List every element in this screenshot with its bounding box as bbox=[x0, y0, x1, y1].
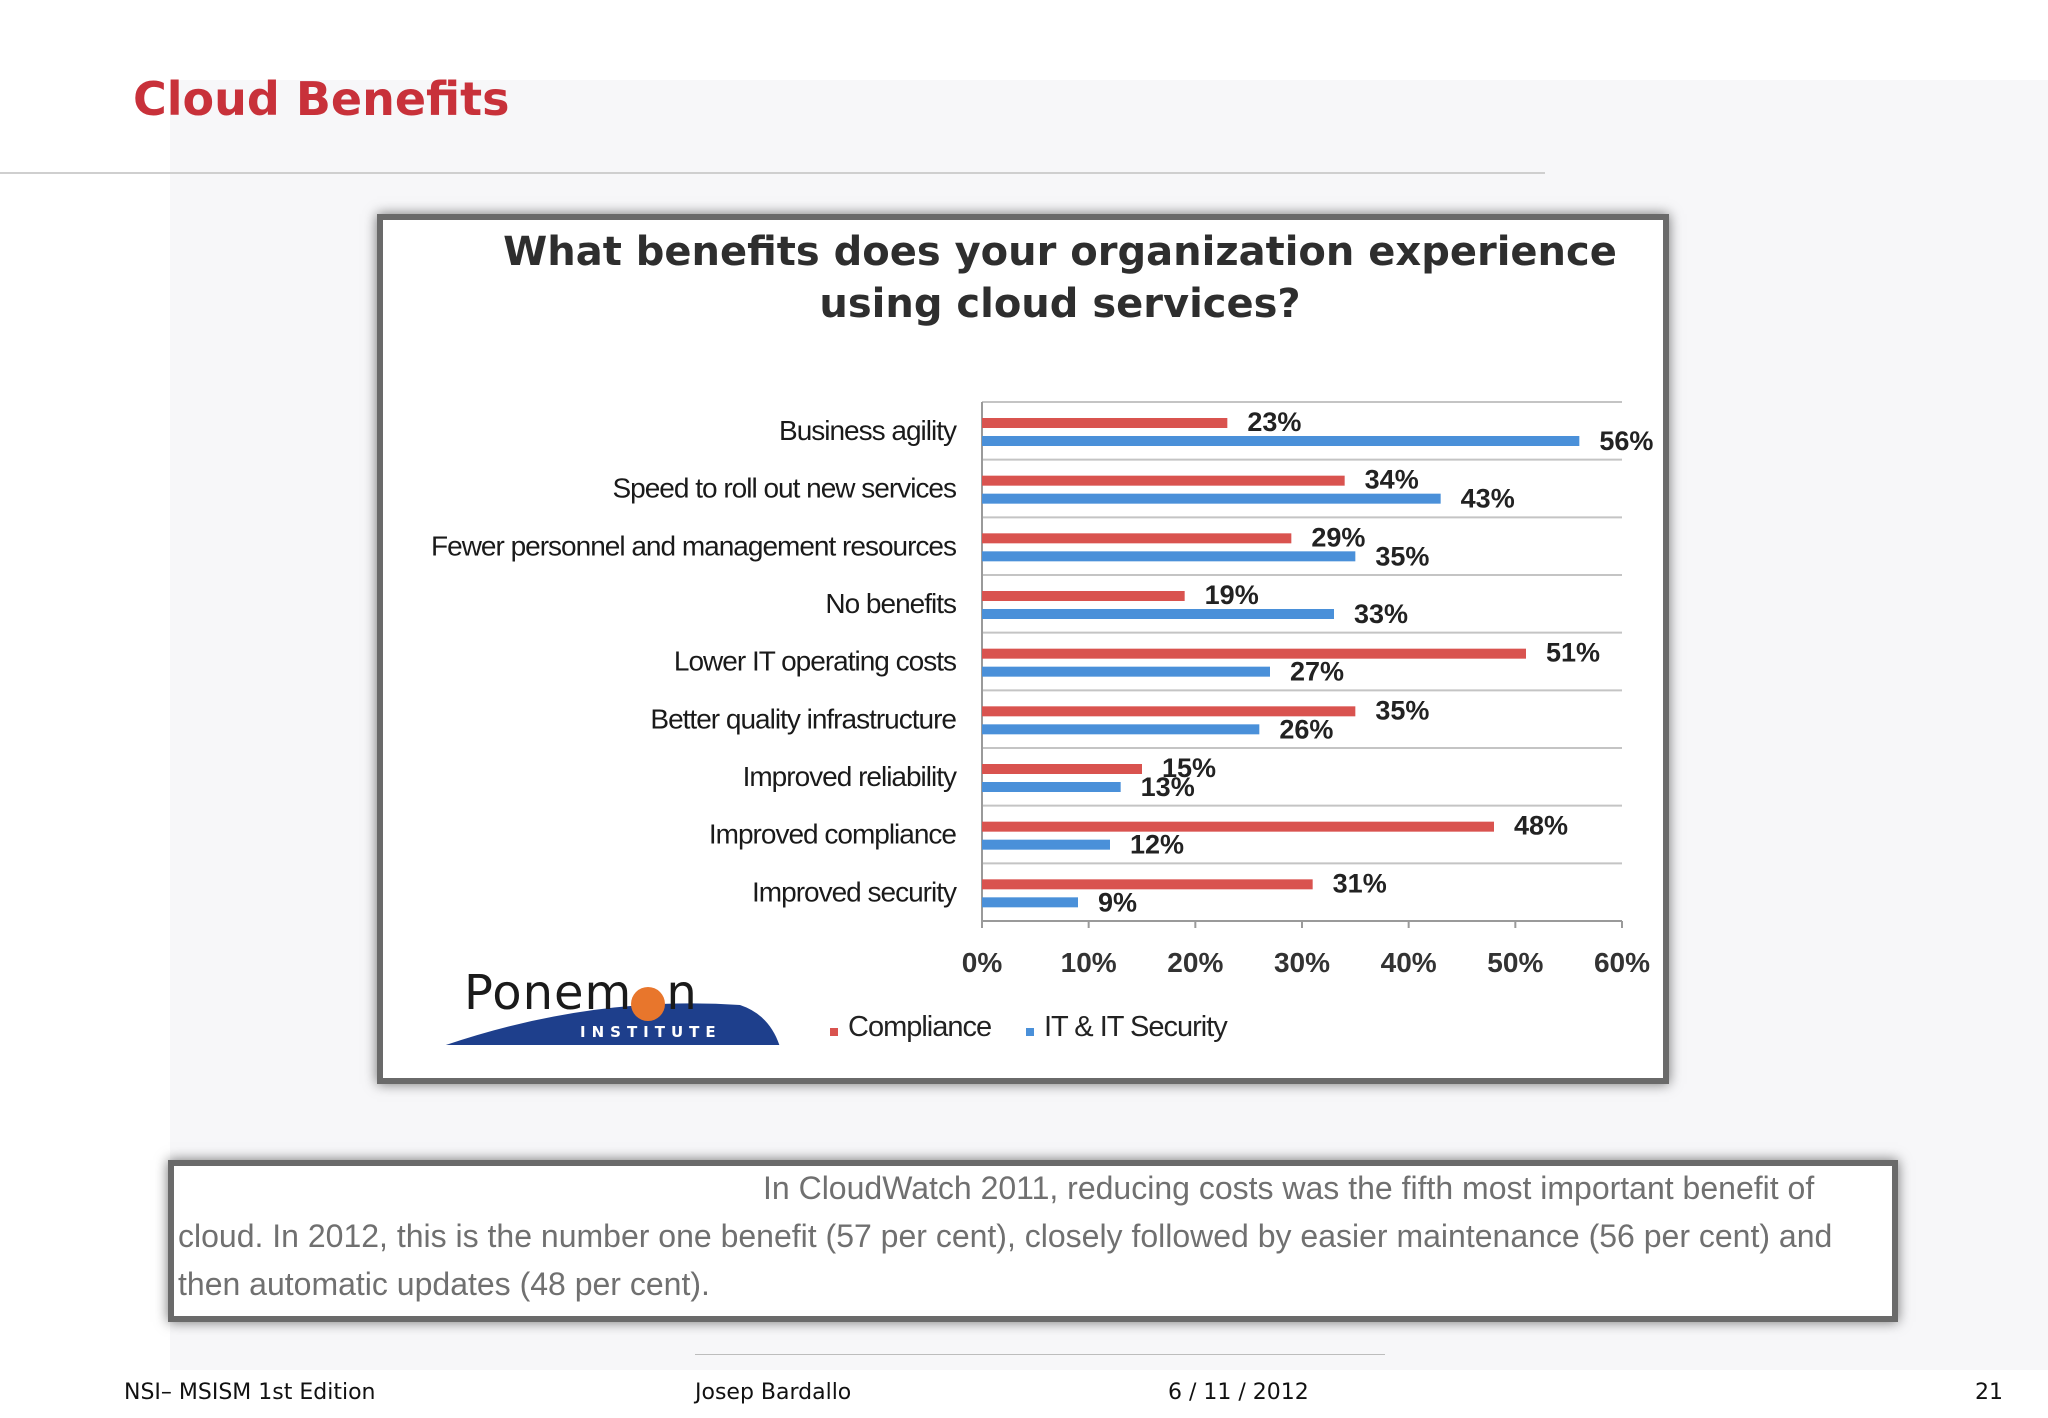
data-label: 29% bbox=[1311, 522, 1365, 552]
footer-author: Josep Bardallo bbox=[695, 1380, 852, 1405]
data-label: 23% bbox=[1247, 407, 1301, 437]
data-label: 13% bbox=[1141, 772, 1195, 802]
note-box bbox=[168, 1160, 1898, 1322]
bar-it-security bbox=[982, 666, 1270, 677]
bar-it-security bbox=[982, 551, 1356, 562]
bar-compliance bbox=[982, 764, 1142, 774]
note-text: In CloudWatch 2011, reducing costs was t… bbox=[178, 1170, 1833, 1302]
data-label: 51% bbox=[1546, 638, 1600, 668]
bar-compliance bbox=[982, 706, 1356, 717]
bar-compliance bbox=[982, 475, 1345, 486]
data-label: 33% bbox=[1354, 599, 1408, 629]
category-label: Speed to roll out new services bbox=[612, 473, 956, 504]
x-tick-label: 60% bbox=[1594, 947, 1650, 978]
bar-it-security bbox=[982, 724, 1260, 735]
x-tick-label: 40% bbox=[1381, 947, 1437, 978]
category-label: Business agility bbox=[779, 415, 957, 446]
category-label: Better quality infrastructure bbox=[650, 703, 956, 734]
bar-it-security bbox=[982, 782, 1121, 792]
bar-compliance bbox=[982, 418, 1228, 428]
data-label: 34% bbox=[1365, 465, 1419, 495]
category-label: Lower IT operating costs bbox=[674, 646, 956, 677]
data-label: 35% bbox=[1375, 695, 1429, 725]
legend-swatch bbox=[830, 1028, 838, 1036]
bar-it-security bbox=[982, 609, 1334, 619]
chart-title-line-1: What benefits does your organization exp… bbox=[503, 229, 1617, 275]
bar-compliance bbox=[982, 821, 1494, 832]
data-label: 35% bbox=[1375, 541, 1429, 571]
category-label: Improved reliability bbox=[743, 761, 957, 792]
footer-date: 6 / 11 / 2012 bbox=[1168, 1380, 1309, 1405]
data-label: 26% bbox=[1279, 714, 1333, 744]
bar-compliance bbox=[982, 533, 1292, 544]
bar-it-security bbox=[982, 839, 1110, 850]
legend-label: IT & IT Security bbox=[1044, 1011, 1228, 1043]
x-tick-label: 10% bbox=[1061, 947, 1117, 978]
x-tick-label: 0% bbox=[962, 947, 1003, 978]
category-label: Improved compliance bbox=[709, 819, 957, 850]
data-label: 15% bbox=[1162, 753, 1216, 783]
data-label: 12% bbox=[1130, 830, 1184, 860]
logo-orange-dot bbox=[631, 987, 665, 1021]
chart-title: What benefits does your organization exp… bbox=[395, 226, 1725, 330]
bar-compliance bbox=[982, 648, 1526, 659]
data-label: 9% bbox=[1098, 887, 1137, 917]
x-tick-label: 50% bbox=[1487, 947, 1543, 978]
footer-divider bbox=[695, 1354, 1385, 1355]
x-tick-label: 30% bbox=[1274, 947, 1330, 978]
data-label: 56% bbox=[1599, 426, 1653, 456]
bar-compliance bbox=[982, 879, 1313, 890]
title-divider bbox=[0, 172, 1545, 174]
data-label: 19% bbox=[1205, 580, 1259, 610]
legend-label: Compliance bbox=[848, 1011, 991, 1043]
legend-swatch bbox=[1026, 1028, 1034, 1036]
data-label: 31% bbox=[1333, 868, 1387, 898]
category-label: Fewer personnel and management resources bbox=[431, 530, 956, 561]
bar-it-security bbox=[982, 436, 1580, 446]
footer-page-number: 21 bbox=[1975, 1380, 2003, 1405]
ponemon-logo: Ponem n INSTITUTE bbox=[440, 965, 785, 1045]
bar-it-security bbox=[982, 897, 1078, 908]
data-label: 27% bbox=[1290, 657, 1344, 687]
logo-swoosh bbox=[445, 1003, 780, 1045]
data-label: 48% bbox=[1514, 811, 1568, 841]
bar-compliance bbox=[982, 591, 1185, 601]
chart-title-line-2: using cloud services? bbox=[819, 281, 1301, 327]
logo-wordmark: Ponem n bbox=[464, 965, 698, 1021]
data-label: 43% bbox=[1461, 484, 1515, 514]
x-tick-label: 20% bbox=[1167, 947, 1223, 978]
category-label: Improved security bbox=[752, 876, 957, 907]
category-label: No benefits bbox=[825, 588, 956, 619]
logo-subtitle: INSTITUTE bbox=[580, 1023, 722, 1041]
slide-title: Cloud Benefits bbox=[133, 72, 510, 126]
footer-course: NSI– MSISM 1st Edition bbox=[124, 1380, 376, 1405]
bar-it-security bbox=[982, 493, 1441, 504]
